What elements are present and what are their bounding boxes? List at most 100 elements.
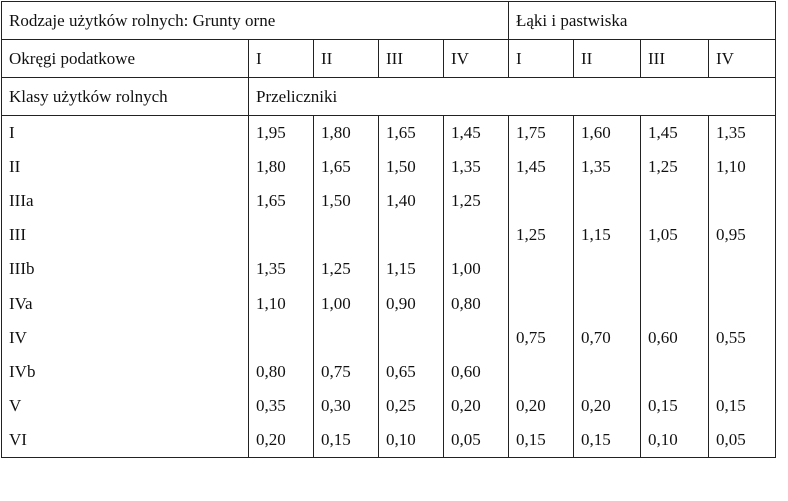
multiplier-cell: 1,25 [640,150,709,185]
multiplier-cell [508,184,574,219]
multiplier-cell: 1,80 [313,115,379,151]
multiplier-cell [508,354,574,389]
multiplier-cell: 0,75 [313,354,379,389]
multiplier-cell [708,184,776,219]
multiplier-cell: 0,70 [573,320,641,355]
land-type-meadows: Łąki i pastwiska [508,1,776,40]
class-label: II [1,150,249,185]
multiplier-cell: 1,50 [378,150,444,185]
multiplier-cell [708,354,776,389]
multiplier-cell [313,320,379,355]
multiplier-cell [248,320,314,355]
multiplier-cell: 1,45 [640,115,709,151]
multiplier-cell: 0,05 [708,422,776,458]
table-row: V 0,35 0,30 0,25 0,20 0,20 0,20 0,15 0,15 [1,388,776,423]
multiplier-cell: 1,25 [313,252,379,287]
multiplier-cell: 0,60 [443,354,509,389]
class-label: IVa [1,286,249,321]
multiplier-cell [378,320,444,355]
multiplier-cell: 0,60 [640,320,709,355]
multiplier-cell [573,286,641,321]
multiplier-cell [573,184,641,219]
multiplier-cell: 0,10 [640,422,709,458]
multiplier-cell: 0,75 [508,320,574,355]
multiplier-cell: 1,65 [248,184,314,219]
multiplier-cell: 0,20 [248,422,314,458]
header-row-districts: Okręgi podatkowe I II III IV I II III IV [1,39,776,78]
multiplier-cell: 1,65 [378,115,444,151]
multiplier-cell [640,184,709,219]
land-type-arable: Rodzaje użytków rolnych: Grunty orne [1,1,509,40]
multiplier-cell: 1,25 [443,184,509,219]
multiplier-cell: 1,50 [313,184,379,219]
multiplier-cell [640,354,709,389]
multiplier-cell: 0,15 [640,388,709,423]
multiplier-cell [443,320,509,355]
multiplier-cell: 1,35 [573,150,641,185]
multiplier-cell [708,286,776,321]
class-label: IIIa [1,184,249,219]
multiplier-cell: 1,35 [443,150,509,185]
classes-label: Klasy użytków rolnych [1,77,249,116]
multiplier-cell: 1,25 [508,218,574,253]
table-row: II 1,80 1,65 1,50 1,35 1,45 1,35 1,25 1,10 [1,150,776,185]
multiplier-cell: 1,40 [378,184,444,219]
multiplier-cell: 0,25 [378,388,444,423]
class-label: IVb [1,354,249,389]
table-row: III 1,25 1,15 1,05 0,95 [1,218,776,253]
multiplier-cell [573,354,641,389]
districts-label: Okręgi podatkowe [1,39,249,78]
multiplier-cell: 0,15 [708,388,776,423]
multiplier-cell [573,252,641,287]
multiplier-cell: 1,00 [443,252,509,287]
multiplier-cell: 1,65 [313,150,379,185]
multiplier-cell: 1,80 [248,150,314,185]
multiplier-cell: 0,20 [508,388,574,423]
multiplier-cell: 1,75 [508,115,574,151]
multiplier-cell: 1,05 [640,218,709,253]
class-label: I [1,115,249,151]
district-header: III [378,39,444,78]
multiplier-cell [508,286,574,321]
class-label: V [1,388,249,423]
class-label: IV [1,320,249,355]
multipliers-label: Przeliczniki [248,77,776,116]
multiplier-cell [443,218,509,253]
district-header: II [573,39,641,78]
multiplier-cell: 0,15 [313,422,379,458]
multiplier-cell: 1,00 [313,286,379,321]
multiplier-cell: 1,45 [508,150,574,185]
table-row: IIIa 1,65 1,50 1,40 1,25 [1,184,776,219]
multiplier-cell: 0,65 [378,354,444,389]
multiplier-cell: 1,15 [378,252,444,287]
multiplier-cell: 0,35 [248,388,314,423]
multiplier-cell: 0,80 [248,354,314,389]
multiplier-cell: 1,15 [573,218,641,253]
multiplier-cell: 0,55 [708,320,776,355]
district-header: I [508,39,574,78]
table-row: VI 0,20 0,15 0,10 0,05 0,15 0,15 0,10 0,05 [1,422,776,458]
multiplier-cell [378,218,444,253]
table-row: I 1,95 1,80 1,65 1,45 1,75 1,60 1,45 1,35 [1,115,776,151]
multiplier-cell: 1,60 [573,115,641,151]
class-label: III [1,218,249,253]
multiplier-cell [313,218,379,253]
district-header: II [313,39,379,78]
table-row: IIIb 1,35 1,25 1,15 1,00 [1,252,776,287]
multiplier-cell: 0,90 [378,286,444,321]
class-label: VI [1,422,249,458]
header-row-land-types: Rodzaje użytków rolnych: Grunty orne Łąk… [1,1,776,40]
district-header: III [640,39,709,78]
district-header: IV [443,39,509,78]
multiplier-cell: 0,15 [508,422,574,458]
multiplier-cell: 1,10 [248,286,314,321]
multiplier-cell: 0,20 [443,388,509,423]
multiplier-cell: 0,95 [708,218,776,253]
multiplier-cell: 0,15 [573,422,641,458]
class-label: IIIb [1,252,249,287]
table-row: IV 0,75 0,70 0,60 0,55 [1,320,776,355]
district-header: I [248,39,314,78]
table-row: IVb 0,80 0,75 0,65 0,60 [1,354,776,389]
multiplier-cell [708,252,776,287]
multiplier-cell: 1,45 [443,115,509,151]
